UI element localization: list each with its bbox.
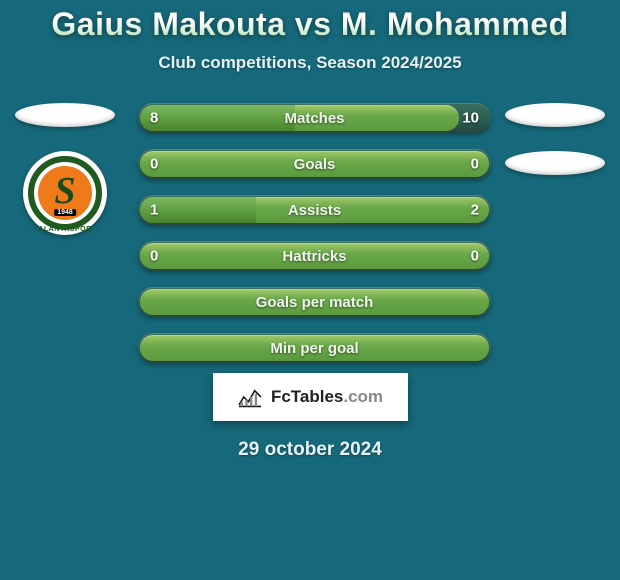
brand-text: FcTables.com xyxy=(271,387,383,407)
compare-bar-row: 8 10 Matches xyxy=(138,103,491,133)
club-badge-left: S 1948 ALANYASPOR xyxy=(23,151,107,235)
bar-right-value: 0 xyxy=(471,248,479,265)
bar-left-value: 1 xyxy=(150,202,158,219)
subtitle: Club competitions, Season 2024/2025 xyxy=(0,53,620,73)
brand-name-1: FcTables xyxy=(271,387,343,406)
bar-center-label: Min per goal xyxy=(270,340,358,357)
compare-bar-row: 1 2 Assists xyxy=(138,195,491,225)
brand-box: FcTables.com xyxy=(213,373,408,421)
compare-bar-row: Min per goal xyxy=(138,333,491,363)
bar-left-value: 8 xyxy=(150,110,158,127)
brand-logo-icon xyxy=(237,386,263,408)
bar-center-label: Matches xyxy=(284,110,344,127)
comparison-infographic: Gaius Makouta vs M. Mohammed Club compet… xyxy=(0,0,620,580)
bar-left-value: 0 xyxy=(150,248,158,265)
bar-center-label: Hattricks xyxy=(282,248,346,265)
date-text: 29 october 2024 xyxy=(0,439,620,461)
compare-bar-row: Goals per match xyxy=(138,287,491,317)
bar-right-value: 0 xyxy=(471,156,479,173)
page-title: Gaius Makouta vs M. Mohammed xyxy=(0,6,620,43)
badge-letter: S xyxy=(54,172,75,210)
bar-center-label: Goals per match xyxy=(256,294,374,311)
brand-name-2: .com xyxy=(343,387,383,406)
bar-left-value: 0 xyxy=(150,156,158,173)
right-player-column xyxy=(500,103,610,175)
bar-left-fill xyxy=(140,105,295,131)
badge-arc-text: ALANYASPOR xyxy=(38,226,91,233)
flag-right-1-icon xyxy=(505,103,605,127)
main-area: S 1948 ALANYASPOR 8 10 Matches 0 0 Goals 1 2 Ass… xyxy=(0,103,620,363)
compare-bar-row: 0 0 Hattricks xyxy=(138,241,491,271)
bar-center-label: Assists xyxy=(288,202,341,219)
bar-right-value: 2 xyxy=(471,202,479,219)
comparison-bar-list: 8 10 Matches 0 0 Goals 1 2 Assists 0 0 Hattricks Goa… xyxy=(138,103,491,379)
compare-bar-row: 0 0 Goals xyxy=(138,149,491,179)
left-player-column: S 1948 ALANYASPOR xyxy=(10,103,120,235)
flag-left-icon xyxy=(15,103,115,127)
badge-year: 1948 xyxy=(54,209,76,216)
bar-right-value: 10 xyxy=(462,110,479,127)
bar-center-label: Goals xyxy=(294,156,336,173)
flag-right-2-icon xyxy=(505,151,605,175)
